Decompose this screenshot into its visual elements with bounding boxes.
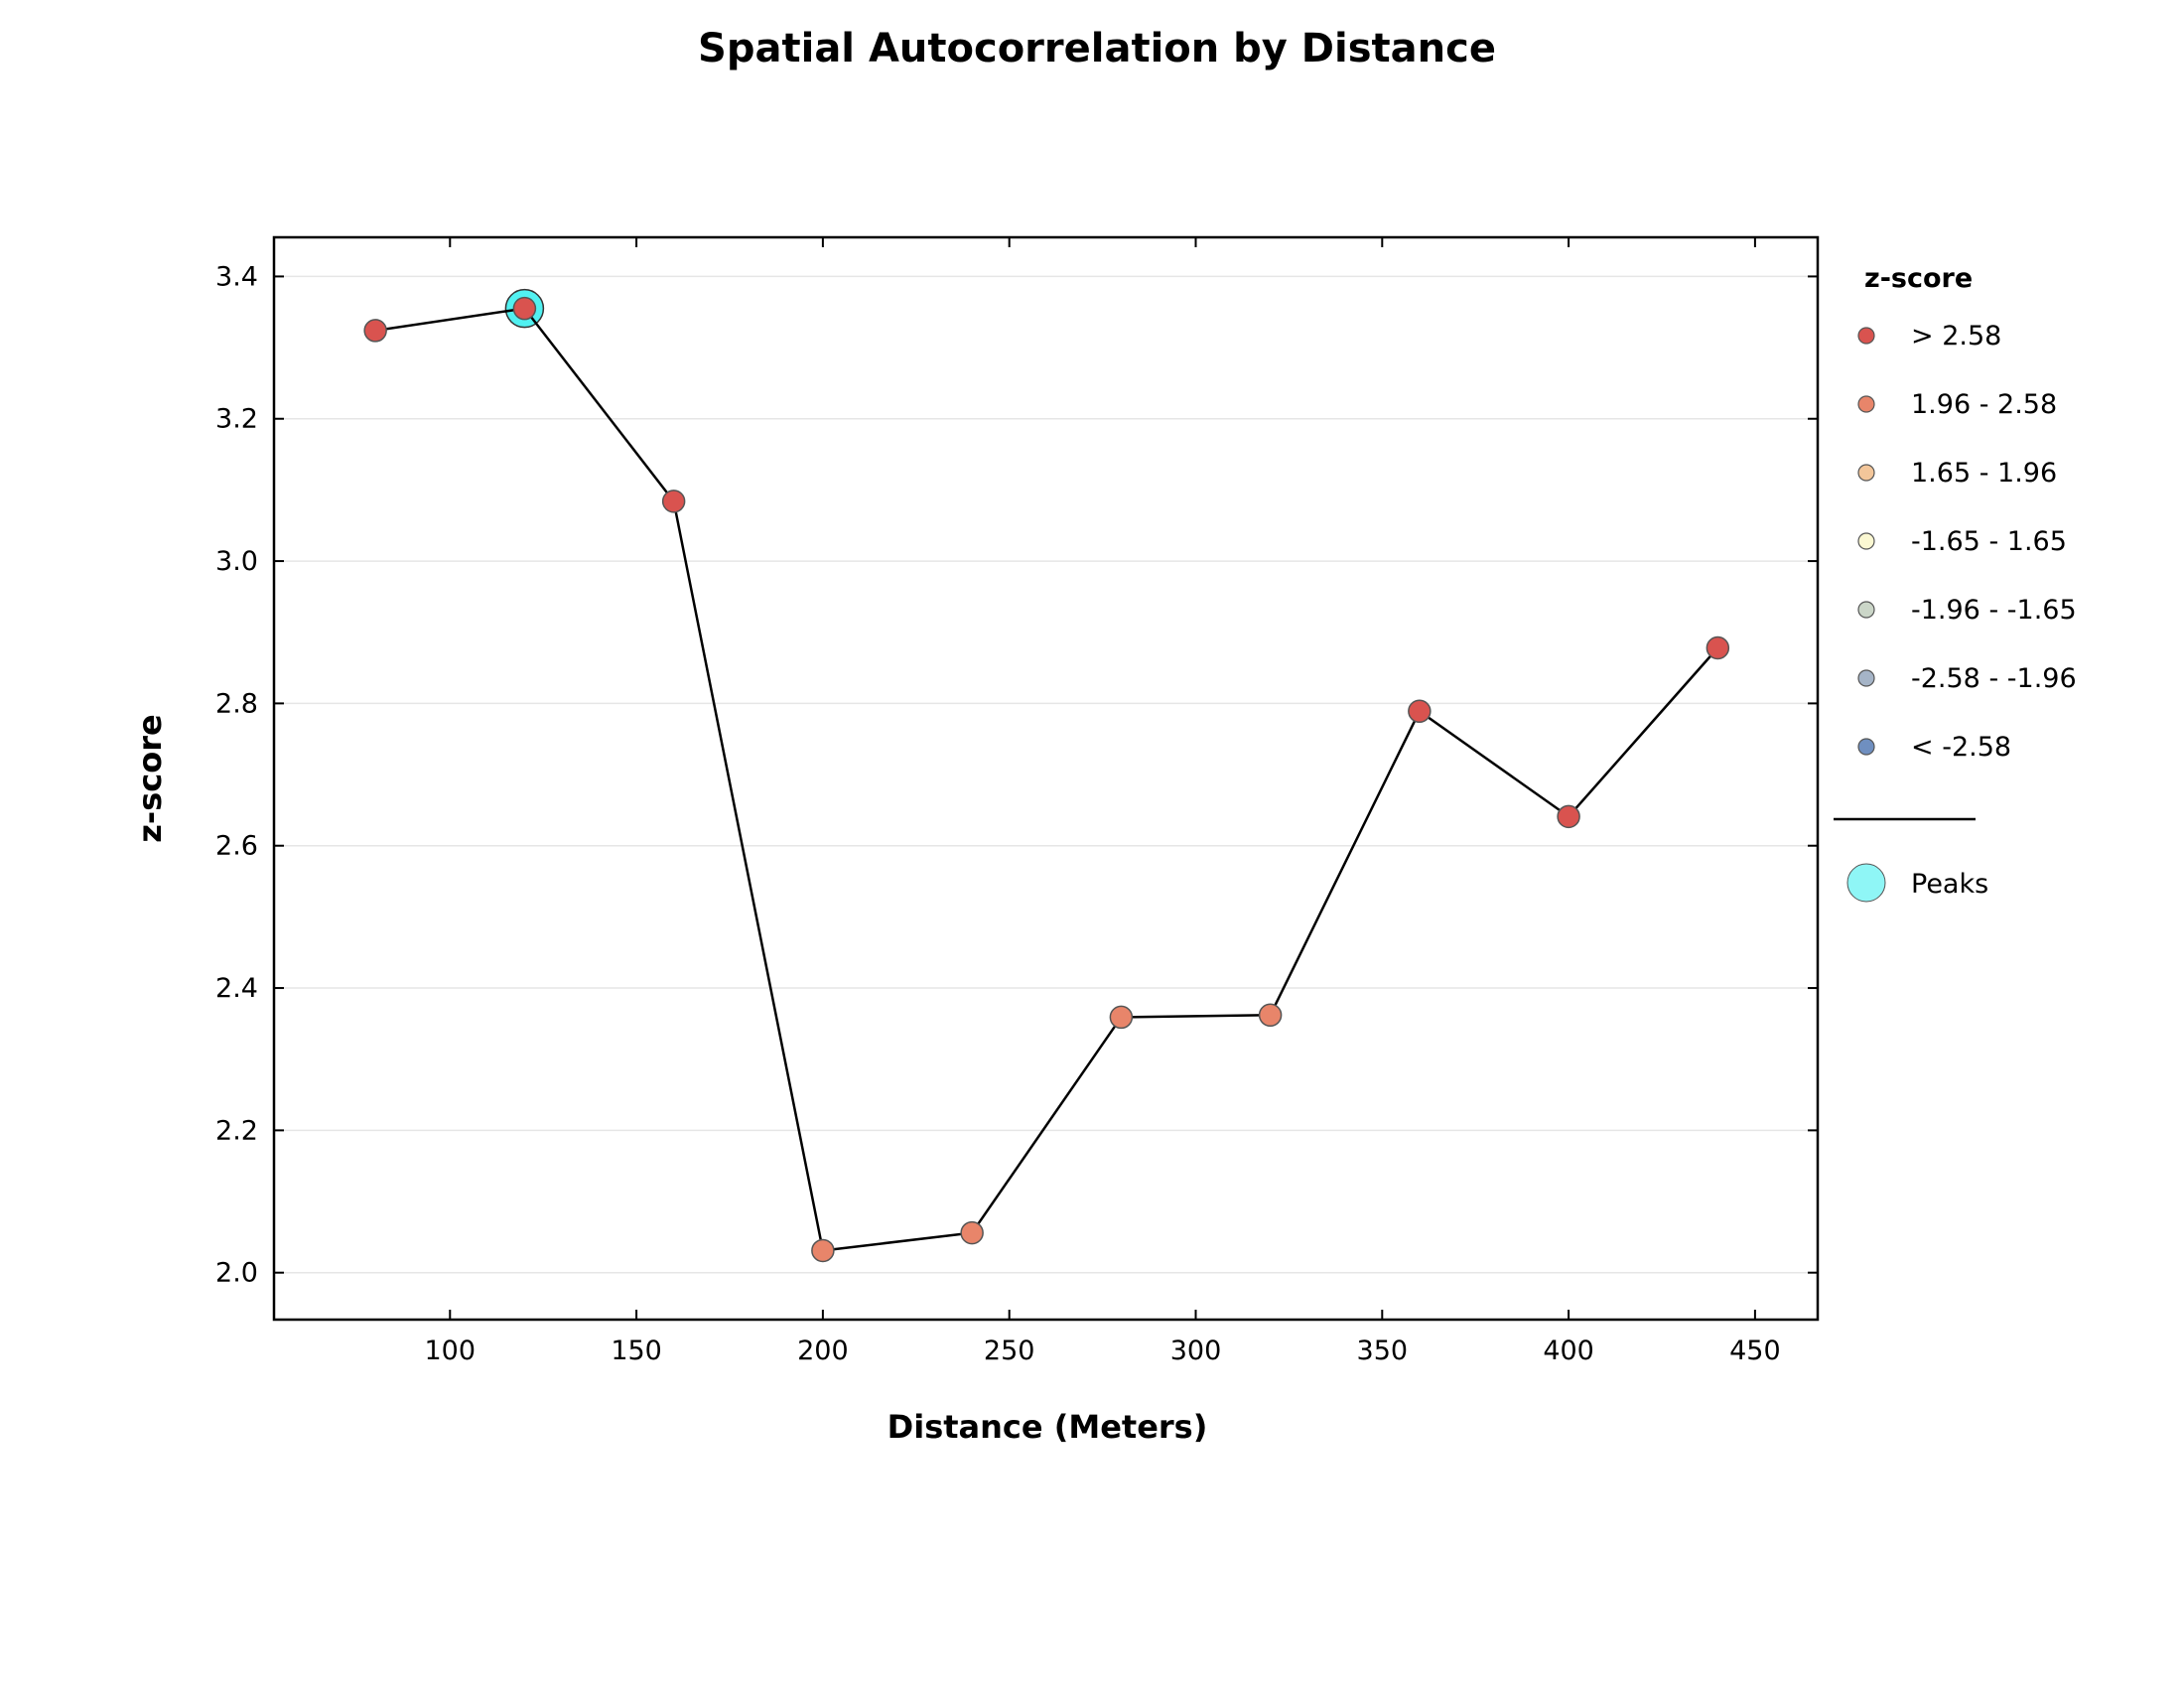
y-tick-label: 2.2 — [215, 1115, 258, 1146]
data-point — [1109, 1005, 1134, 1030]
legend-marker — [1857, 395, 1875, 413]
legend-marker — [1857, 532, 1875, 550]
gridlines — [274, 275, 1818, 1274]
legend: z-score > 2.58 1.96 - 2.58 1.65 - 1.96 -1.6… — [1834, 263, 2077, 903]
series-layer — [363, 288, 1730, 1263]
y-tick-label: 2.0 — [215, 1258, 258, 1289]
legend-label: < -2.58 — [1911, 732, 2011, 763]
legend-marker — [1857, 738, 1875, 756]
x-tick-label: 100 — [425, 1336, 477, 1366]
y-tick-label: 2.6 — [215, 831, 258, 862]
data-point — [1408, 699, 1432, 724]
y-tick-label: 2.8 — [215, 688, 258, 719]
x-tick-label: 200 — [797, 1336, 849, 1366]
y-axis: 2.0 2.2 2.4 2.6 2.8 3.0 3.2 3.4 — [215, 261, 1818, 1289]
x-tick-label: 150 — [611, 1336, 662, 1366]
legend-title: z-score — [1864, 263, 1973, 294]
legend-label: 1.65 - 1.96 — [1911, 458, 2057, 489]
data-point — [512, 296, 537, 321]
x-tick-label: 300 — [1170, 1336, 1222, 1366]
x-axis-title: Distance (Meters) — [887, 1408, 1208, 1446]
chart-title: Spatial Autocorrelation by Distance — [698, 26, 1496, 71]
legend-peak-marker — [1846, 863, 1886, 903]
legend-label: -2.58 - -1.96 — [1911, 663, 2077, 694]
data-point — [1706, 635, 1730, 660]
legend-peaks-label: Peaks — [1911, 869, 1988, 900]
series-line — [374, 307, 1719, 1252]
legend-label: -1.65 - 1.65 — [1911, 526, 2067, 557]
data-point — [661, 490, 686, 513]
x-axis: 100 150 200 250 300 350 400 450 — [425, 237, 1781, 1366]
legend-label: -1.96 - -1.65 — [1911, 595, 2077, 626]
y-tick-label: 3.0 — [215, 546, 258, 577]
legend-label: > 2.58 — [1911, 321, 2001, 352]
legend-marker — [1857, 464, 1875, 482]
x-tick-label: 450 — [1729, 1336, 1781, 1366]
data-point — [960, 1220, 984, 1245]
data-point — [1557, 804, 1580, 829]
y-tick-label: 2.4 — [215, 973, 258, 1004]
legend-marker — [1857, 669, 1875, 687]
data-point — [363, 319, 387, 343]
legend-marker — [1857, 327, 1875, 345]
y-tick-label: 3.2 — [215, 404, 258, 435]
data-point — [1258, 1003, 1283, 1028]
x-tick-label: 350 — [1357, 1336, 1409, 1366]
y-axis-title: z-score — [131, 714, 169, 842]
legend-marker — [1857, 601, 1875, 619]
legend-label: 1.96 - 2.58 — [1911, 389, 2057, 420]
y-tick-label: 3.4 — [215, 261, 258, 292]
x-tick-label: 400 — [1543, 1336, 1594, 1366]
data-point — [811, 1238, 835, 1263]
plot-frame — [272, 235, 1820, 1322]
x-tick-label: 250 — [984, 1336, 1035, 1366]
